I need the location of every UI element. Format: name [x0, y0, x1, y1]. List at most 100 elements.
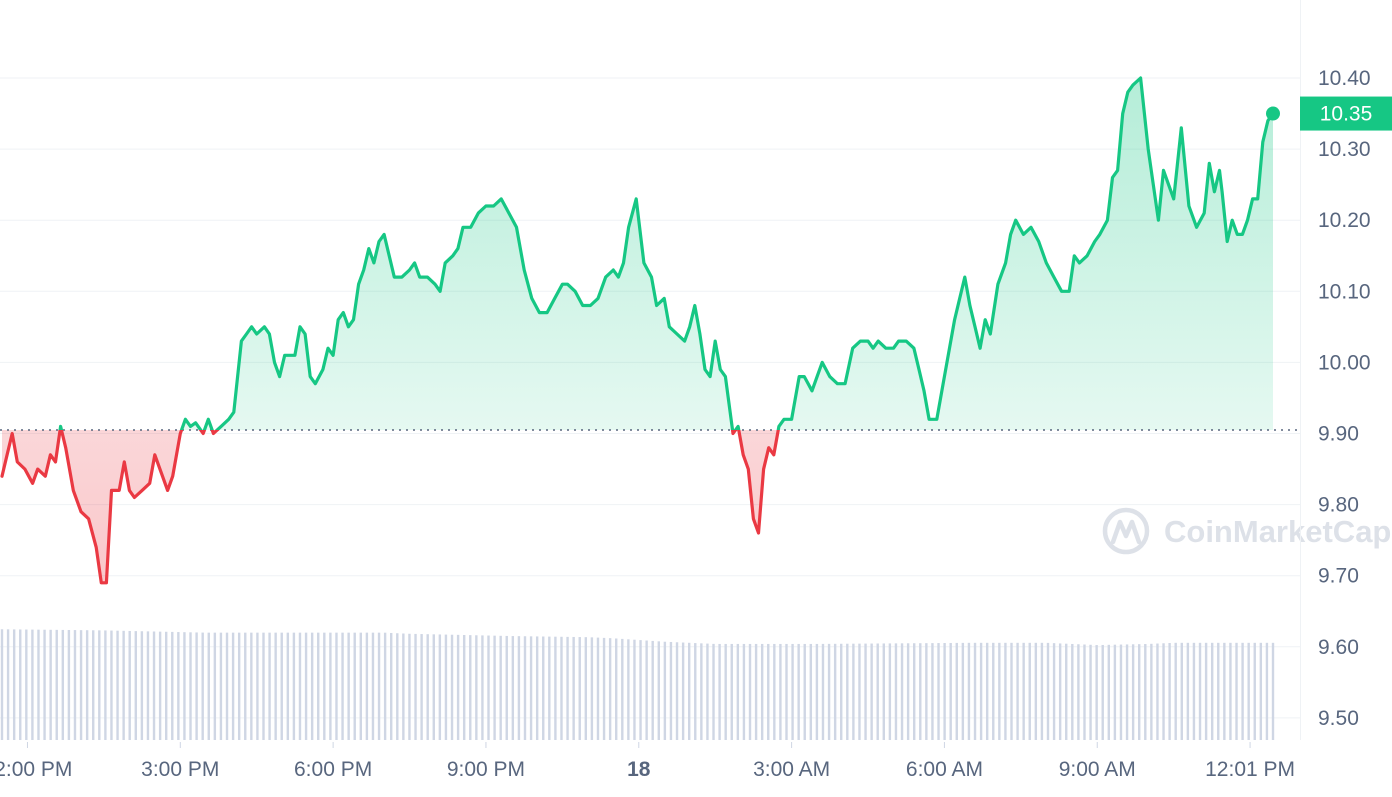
- y-tick-label: 9.50: [1318, 707, 1359, 730]
- volume-bar: [1265, 642, 1269, 740]
- volume-bar: [219, 632, 223, 740]
- volume-bar: [967, 642, 971, 740]
- x-tick-label: 3:00 AM: [753, 758, 830, 781]
- y-tick-label: 9.70: [1318, 565, 1359, 588]
- volume-bar: [237, 632, 241, 740]
- volume-bar: [767, 643, 770, 740]
- volume-bar: [37, 629, 40, 740]
- volume-bar: [992, 642, 995, 740]
- volume-bar: [535, 636, 539, 740]
- volume-bar: [1071, 643, 1074, 740]
- volume-bar: [937, 643, 940, 740]
- volume-bar: [49, 629, 52, 740]
- volume-bar: [0, 629, 4, 740]
- volume-bar: [1174, 642, 1177, 740]
- volume-bar: [687, 642, 691, 740]
- price-line-up: [58, 76, 1275, 430]
- volume-bar: [6, 629, 10, 740]
- volume-bar: [985, 642, 989, 740]
- volume-bar: [329, 632, 332, 740]
- volume-bar: [341, 632, 344, 740]
- volume-bar: [1247, 642, 1250, 740]
- volume-bar: [554, 636, 557, 740]
- volume-bar: [827, 643, 831, 740]
- volume-bar: [511, 636, 515, 740]
- volume-bar: [67, 630, 71, 740]
- volume-bar: [268, 632, 271, 740]
- volume-bar: [657, 641, 660, 740]
- volume-bar: [1119, 644, 1123, 740]
- volume-bar: [244, 632, 247, 740]
- volume-bar: [256, 632, 259, 740]
- volume-bar: [390, 632, 393, 740]
- volume-bars: [0, 629, 1275, 740]
- coinmarketcap-logo-icon: [1102, 507, 1150, 555]
- volume-bar: [1198, 642, 1202, 740]
- volume-bar: [310, 632, 314, 740]
- volume-bar: [578, 637, 581, 740]
- volume-bar: [1125, 644, 1129, 740]
- volume-bar: [426, 634, 429, 740]
- volume-bar: [98, 630, 101, 740]
- volume-bar: [487, 635, 490, 740]
- volume-bar: [779, 643, 782, 740]
- volume-bar: [183, 632, 186, 740]
- volume-bar: [566, 636, 569, 740]
- y-tick-label: 9.60: [1318, 636, 1359, 659]
- volume-bar: [943, 643, 946, 740]
- volume-bar: [250, 632, 253, 740]
- volume-bar: [493, 635, 496, 740]
- volume-bar: [73, 630, 77, 740]
- volume-bar: [821, 643, 825, 740]
- volume-bar: [104, 630, 107, 740]
- volume-bar: [730, 643, 733, 740]
- volume-bar: [517, 636, 521, 740]
- volume-bar: [207, 632, 210, 740]
- volume-bar: [724, 643, 727, 740]
- volume-bar: [1016, 642, 1019, 740]
- volume-bar: [1235, 642, 1238, 740]
- volume-bar: [1241, 642, 1244, 740]
- volume-bar: [110, 630, 113, 740]
- volume-bar: [43, 629, 46, 740]
- volume-bar: [177, 632, 180, 740]
- current-price-tag: 10.35: [1300, 96, 1392, 131]
- volume-bar: [1022, 642, 1025, 740]
- volume-bar: [475, 635, 478, 740]
- volume-bar: [645, 640, 648, 740]
- volume-bar: [383, 632, 387, 740]
- current-price-dot: [1266, 106, 1280, 121]
- volume-bar: [189, 632, 192, 740]
- volume-bar: [572, 636, 575, 740]
- volume-bar: [888, 643, 892, 740]
- volume-bar: [1052, 643, 1056, 740]
- volume-bar: [213, 632, 217, 740]
- volume-bar: [225, 632, 229, 740]
- volume-bar: [499, 635, 502, 740]
- x-tick-label: 6:00 PM: [294, 758, 372, 781]
- volume-bar: [432, 634, 435, 740]
- volume-bar: [359, 632, 362, 740]
- volume-bar: [797, 643, 800, 740]
- volume-bar: [621, 638, 624, 740]
- volume-bar: [92, 630, 95, 740]
- volume-bar: [1259, 642, 1263, 740]
- volume-bar: [633, 639, 636, 740]
- price-line-down: [0, 429, 780, 585]
- volume-bar: [1271, 642, 1275, 740]
- x-tick-label: 9:00 AM: [1059, 758, 1136, 781]
- volume-bar: [1131, 644, 1135, 740]
- x-tick-label: 12:00 PM: [0, 758, 72, 781]
- volume-bar: [615, 638, 618, 740]
- volume-bar: [608, 638, 612, 740]
- x-tick-label: 6:00 AM: [906, 758, 983, 781]
- y-tick-label: 10.10: [1318, 280, 1371, 303]
- x-tick-label: 18: [627, 758, 651, 781]
- volume-bar: [651, 640, 654, 740]
- volume-bar: [1162, 643, 1165, 740]
- volume-bar: [1010, 642, 1013, 740]
- volume-bar: [913, 643, 916, 740]
- volume-bar: [262, 632, 265, 740]
- y-axis: 9.50 9.60 9.70 9.80 9.90 10.00 10.10 10.20 10.30…: [1318, 67, 1371, 730]
